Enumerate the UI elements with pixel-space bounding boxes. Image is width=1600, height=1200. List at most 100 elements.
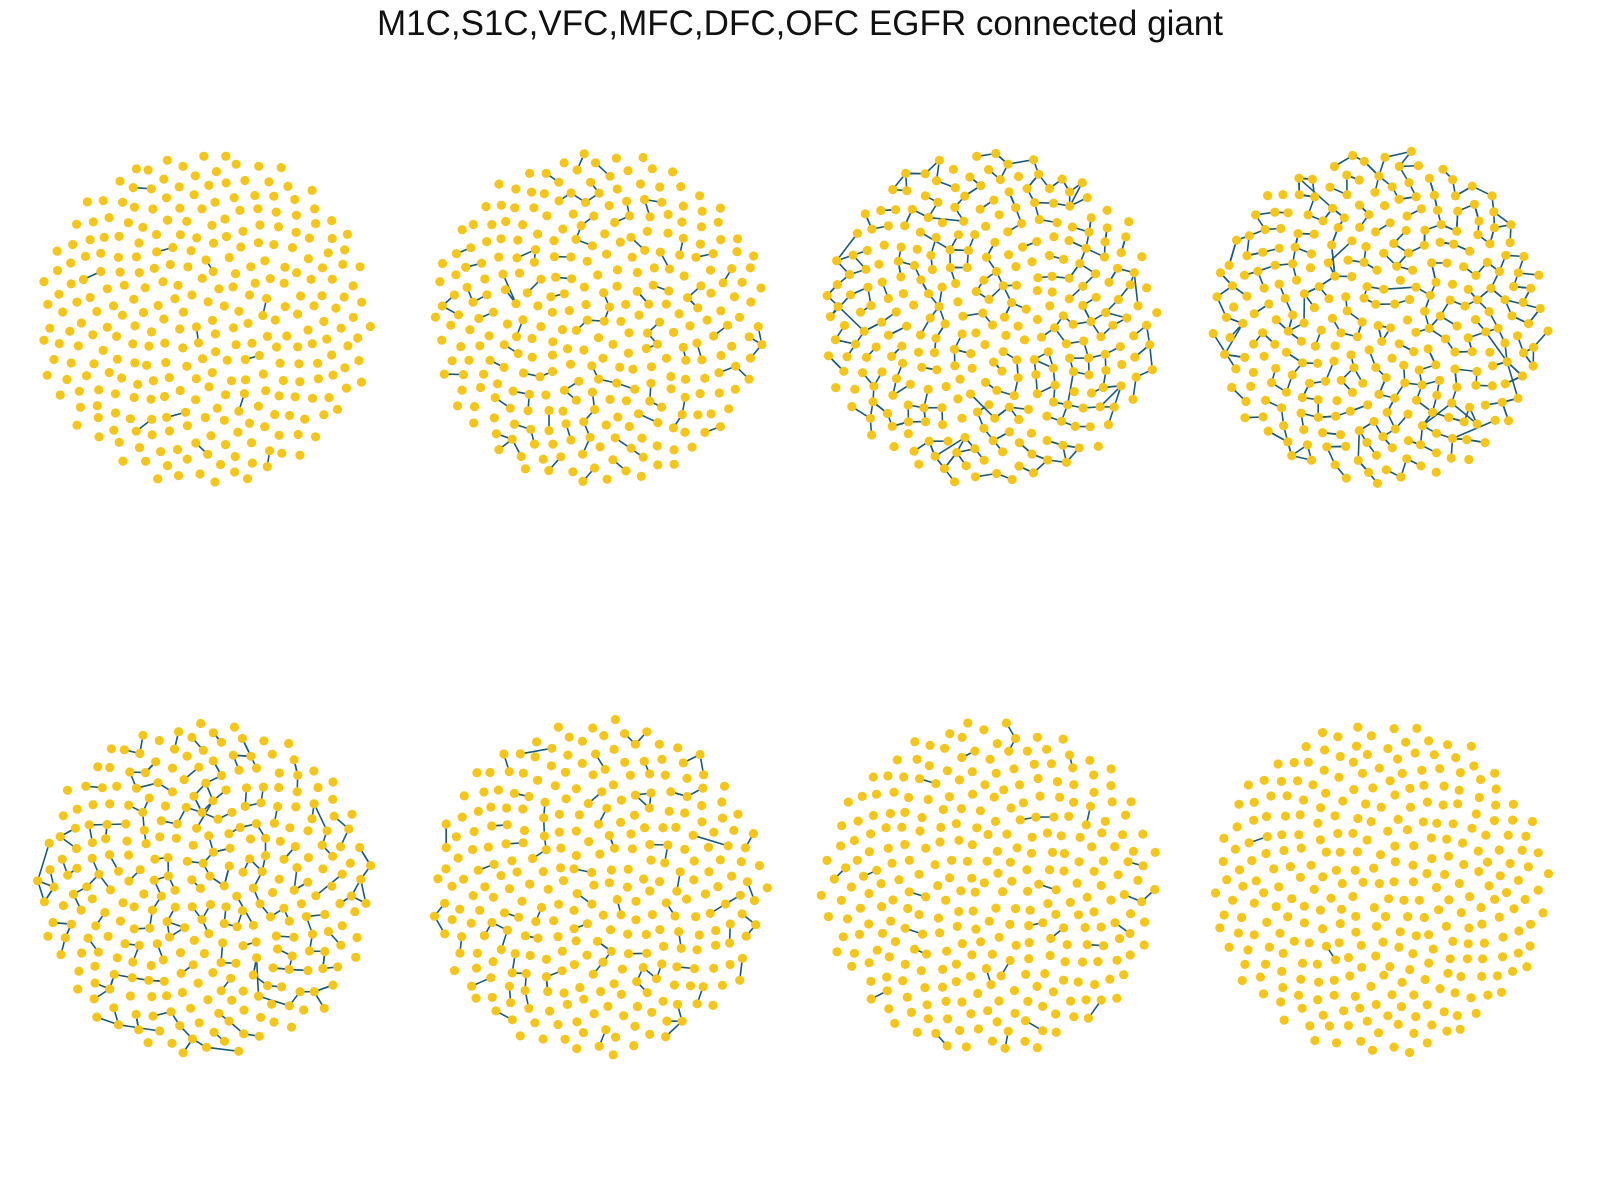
network-node [1313, 995, 1323, 1005]
network-node [452, 401, 463, 411]
network-node [173, 280, 183, 290]
network-node [904, 887, 914, 897]
network-node [163, 871, 173, 881]
network-node [999, 312, 1010, 322]
network-node [1045, 950, 1055, 961]
network-node [564, 732, 574, 742]
network-node [970, 746, 980, 756]
network-node [1465, 246, 1475, 256]
network-node [655, 182, 665, 192]
network-node [216, 737, 226, 747]
network-node [208, 756, 218, 766]
network-node [926, 250, 936, 260]
network-node [219, 918, 229, 929]
network-node [237, 906, 248, 916]
network-node [327, 881, 337, 891]
network-node [927, 264, 938, 275]
network-node [328, 777, 338, 787]
network-node [248, 970, 258, 980]
network-node [263, 981, 273, 991]
network-node [1121, 232, 1131, 242]
network-node [1249, 309, 1259, 319]
network-edge [520, 747, 552, 755]
network-node [1078, 403, 1088, 413]
network-node [1441, 921, 1451, 931]
network-node [997, 366, 1007, 376]
network-node [1485, 239, 1495, 249]
network-node [542, 211, 552, 221]
network-node [679, 271, 689, 281]
network-node [1518, 297, 1528, 307]
network-node [75, 402, 85, 412]
network-node [260, 833, 271, 843]
network-node [1491, 784, 1501, 794]
network-node [956, 886, 966, 896]
network-node [1287, 451, 1297, 461]
network-node [742, 877, 753, 887]
network-node [192, 233, 202, 243]
network-node [857, 791, 867, 802]
network-node [72, 863, 82, 873]
network-node [612, 378, 622, 388]
network-node [612, 265, 623, 275]
network-node [677, 217, 687, 227]
network-node [745, 263, 755, 273]
network-node [888, 895, 898, 905]
network-node [1013, 171, 1024, 182]
network-node [1219, 833, 1229, 844]
network-node [1033, 273, 1043, 283]
network-node [511, 299, 521, 309]
network-node [979, 878, 989, 888]
network-node [980, 780, 990, 790]
network-node [191, 322, 201, 332]
network-node [1351, 927, 1361, 937]
network-node [635, 179, 646, 189]
network-node [1089, 907, 1099, 917]
network-node [1379, 248, 1389, 258]
network-node [724, 404, 734, 414]
network-node [1013, 321, 1023, 331]
network-node [994, 932, 1004, 942]
network-node [967, 363, 977, 373]
network-node [1517, 371, 1527, 381]
network-node [92, 401, 102, 411]
network-node [182, 856, 192, 866]
network-node [239, 1029, 249, 1039]
network-node [105, 762, 115, 773]
network-node [655, 877, 665, 887]
network-node [917, 929, 928, 939]
network-node [88, 800, 98, 810]
network-node [514, 912, 524, 922]
network-node [971, 924, 981, 934]
network-node [82, 197, 92, 207]
network-node [612, 894, 622, 905]
network-node [299, 1005, 309, 1015]
network-node [666, 787, 676, 797]
network-node [1329, 161, 1339, 172]
network-node [1354, 175, 1364, 185]
network-node [231, 958, 241, 968]
network-node [1260, 395, 1271, 405]
network-node [1251, 210, 1261, 220]
network-node [340, 363, 350, 373]
network-node [896, 242, 906, 252]
network-node [328, 851, 338, 861]
network-node [258, 310, 268, 321]
network-node [158, 955, 168, 965]
network-node [692, 338, 702, 348]
network-node [1440, 334, 1450, 344]
network-node [608, 780, 619, 790]
network-node [831, 383, 841, 393]
network-node [72, 804, 82, 814]
network-node [1538, 908, 1548, 918]
network-node [1001, 718, 1012, 728]
network-node [866, 829, 876, 839]
network-node [1064, 750, 1075, 760]
network-node [1048, 987, 1058, 997]
network-node [823, 912, 834, 922]
network-node [530, 1018, 540, 1028]
network-node [1444, 851, 1454, 861]
network-node [433, 874, 443, 884]
network-node [151, 757, 161, 767]
network-node [692, 999, 702, 1009]
